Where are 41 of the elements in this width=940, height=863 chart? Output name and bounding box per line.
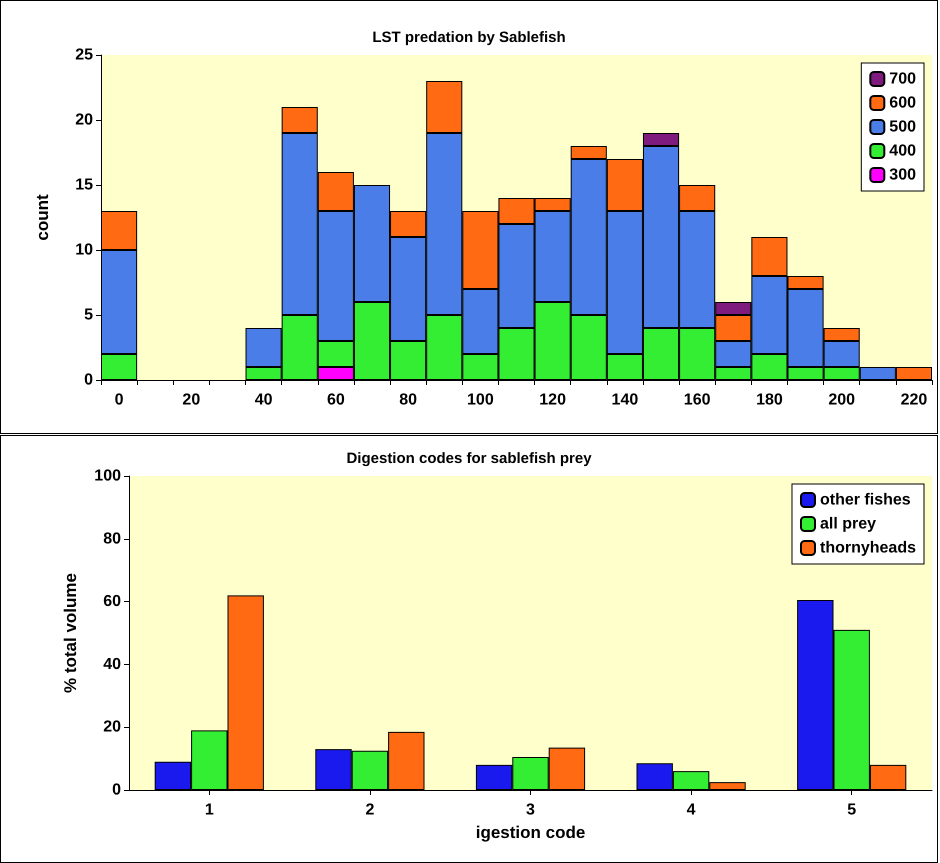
y-tick-label: 20 [103, 718, 122, 736]
legend-label: 500 [889, 118, 916, 136]
legend-label: 700 [889, 70, 916, 88]
y-tick-label: 80 [103, 530, 122, 548]
y-tick-label: 15 [75, 176, 94, 194]
x-tick-label: 40 [254, 392, 273, 408]
y-tick-label: 5 [84, 306, 94, 324]
x-tick-label: 1 [204, 802, 214, 818]
x-tick-label: 2 [365, 802, 374, 818]
y-tick-label: 10 [75, 242, 94, 258]
legend-label: 600 [889, 94, 916, 112]
y-axis-title: count [33, 194, 52, 241]
chart-title: Digestion codes for sablefish prey [346, 450, 592, 467]
y-tick-label: 60 [103, 593, 122, 610]
y-tick-label: 0 [84, 372, 94, 388]
x-axis-title: igestion code [476, 823, 586, 842]
x-tick-label: 220 [900, 392, 928, 408]
legend-label: 300 [889, 166, 916, 184]
x-tick-label: 5 [847, 802, 856, 818]
y-tick-label: 20 [75, 112, 94, 128]
legend-label: 400 [889, 142, 916, 160]
y-tick-label: 25 [75, 46, 94, 64]
y-tick-label: 100 [94, 468, 122, 484]
x-tick-label: 140 [612, 392, 638, 408]
x-tick-label: 20 [182, 392, 200, 408]
y-tick-label: 0 [112, 782, 122, 798]
legend-label: all prey [820, 516, 876, 532]
x-tick-label: 100 [467, 392, 494, 408]
x-tick-label: 160 [684, 392, 711, 408]
chart-title: LST predation by Sablefish [372, 29, 566, 46]
x-tick-label: 80 [399, 392, 418, 408]
legend-label: other fishes [820, 492, 911, 508]
legend-label: thornyheads [820, 540, 916, 556]
y-tick-label: 40 [103, 656, 122, 673]
x-tick-label: 3 [526, 802, 536, 818]
y-axis-title: % total volume [61, 573, 80, 693]
x-tick-label: 120 [539, 392, 566, 408]
x-tick-label: 180 [756, 392, 783, 408]
x-tick-label: 60 [326, 392, 345, 408]
x-tick-label: 200 [828, 392, 856, 408]
x-tick-label: 4 [686, 802, 696, 818]
